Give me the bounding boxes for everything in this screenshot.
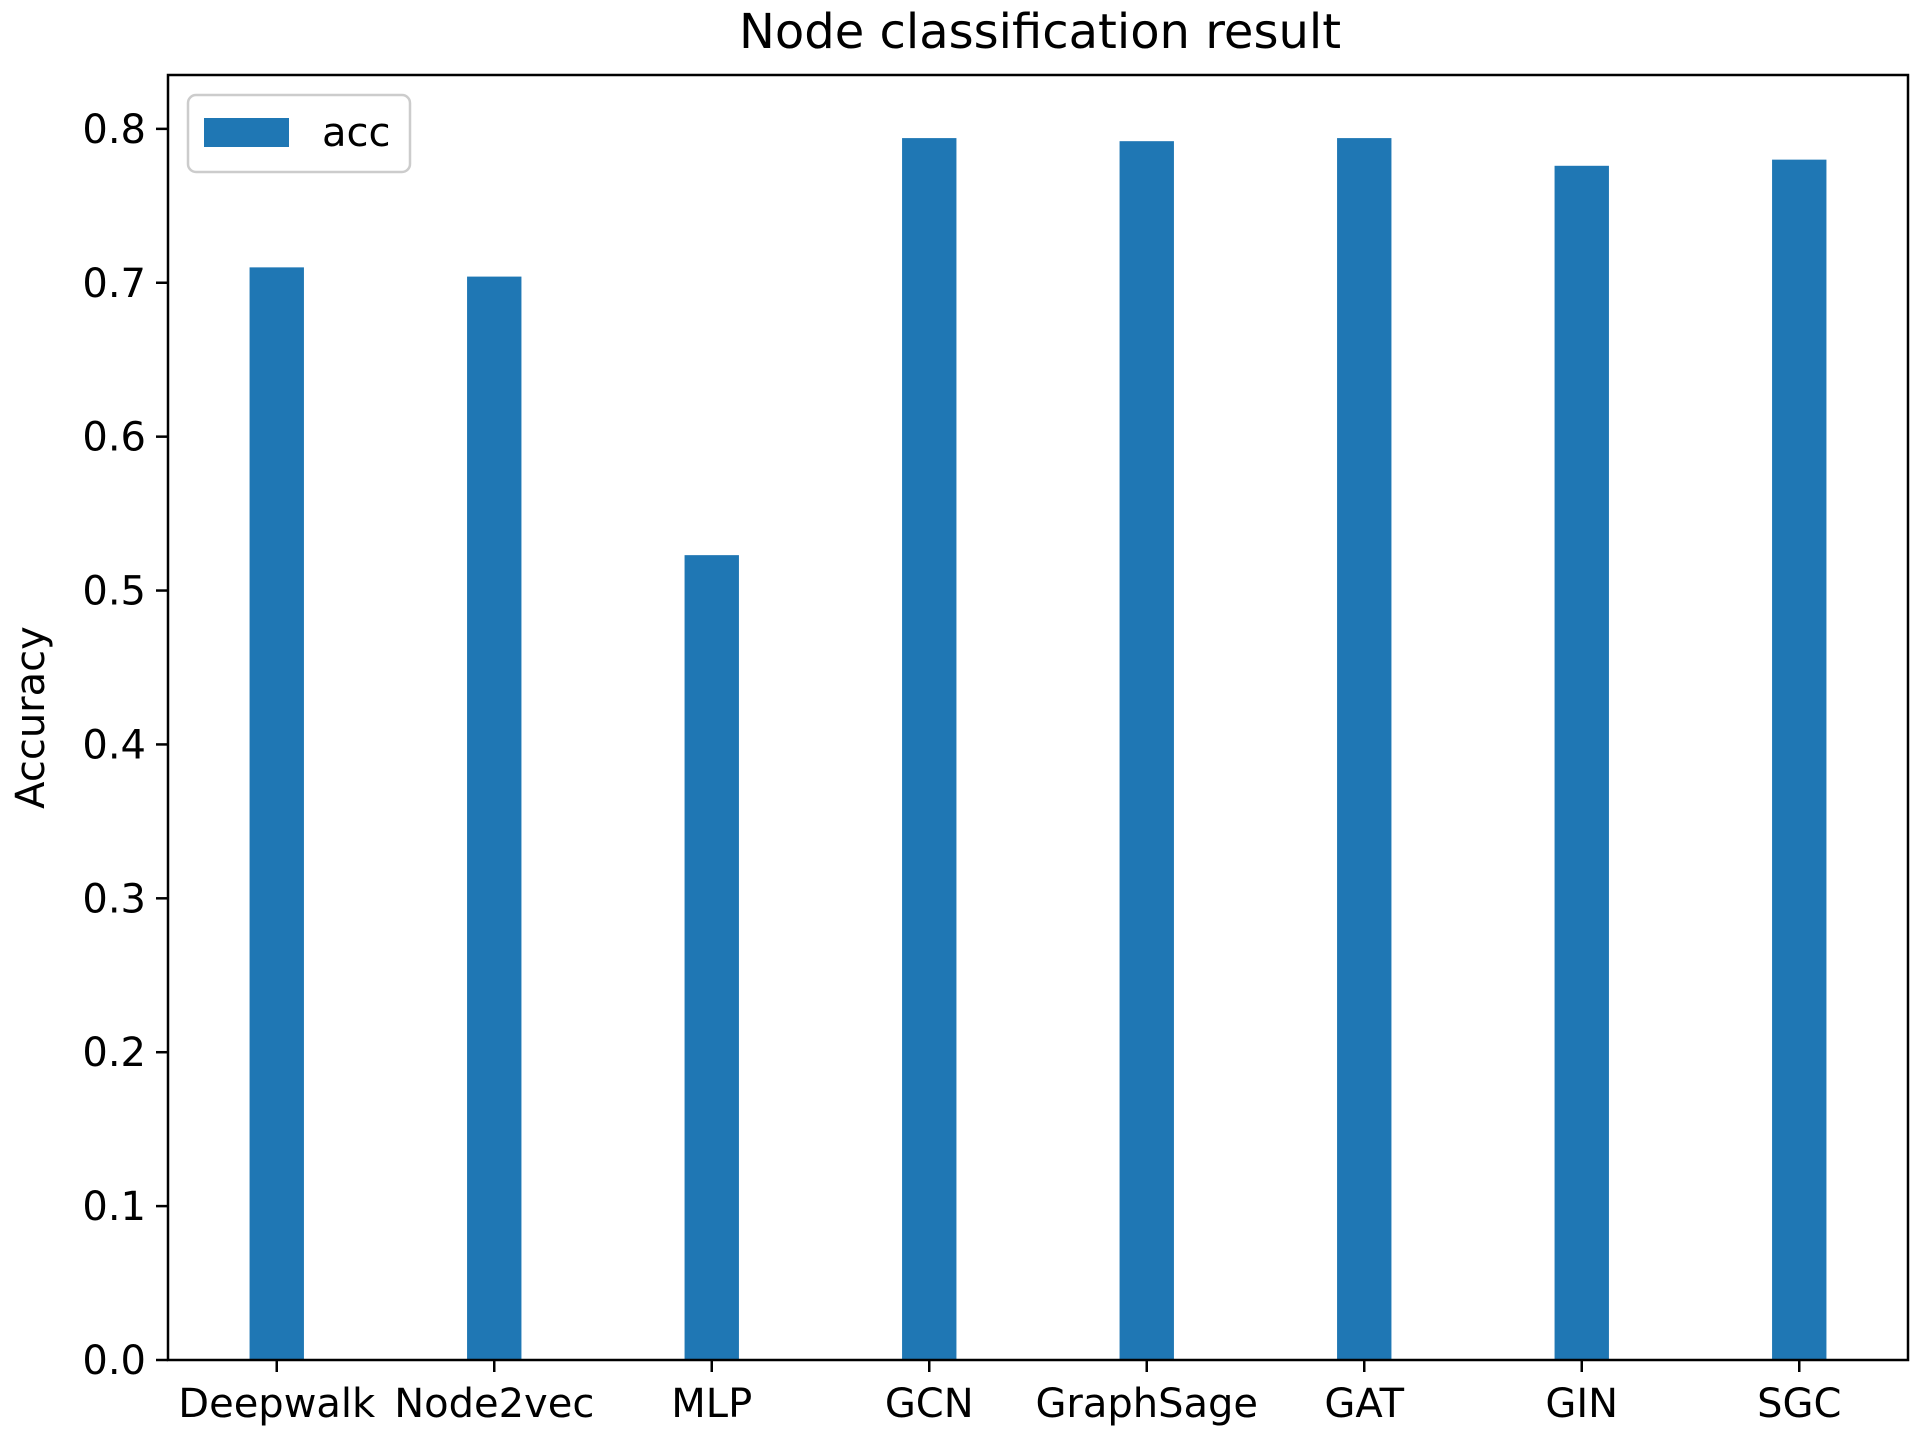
bar-graphsage — [1119, 141, 1174, 1361]
legend-frame — [186, 93, 412, 174]
x-tick-label: GIN — [1545, 1381, 1618, 1427]
bar-deepwalk — [249, 267, 304, 1361]
chart-title: Node classification result — [739, 4, 1341, 60]
bar-gcn — [902, 138, 957, 1360]
x-tick-label: Node2vec — [394, 1381, 594, 1427]
bar-node2vec — [467, 276, 522, 1360]
legend-label-acc: acc — [322, 110, 391, 156]
x-tick-label: GCN — [885, 1381, 974, 1427]
x-tick-label: GraphSage — [1035, 1381, 1258, 1427]
axes-frame — [166, 73, 1910, 1362]
y-tick-label: 0.6 — [82, 415, 146, 461]
y-tick-label: 0.4 — [82, 722, 146, 768]
y-tick-label: 0.7 — [82, 261, 146, 307]
bar-gin — [1554, 165, 1609, 1361]
bar-mlp — [684, 555, 739, 1360]
y-tick-label: 0.1 — [82, 1184, 146, 1230]
plot-area: 0.0 0.1 0.2 0.3 0.4 0.5 0.6 0.7 0.8 Deepwalk Node2… — [82, 73, 1910, 1427]
bar-sgc — [1772, 159, 1827, 1360]
y-tick-label: 0.8 — [82, 107, 146, 153]
legend-swatch — [204, 118, 289, 147]
x-tick-label: GAT — [1324, 1381, 1404, 1427]
y-tick-label: 0.3 — [82, 876, 146, 922]
y-tick-label: 0.0 — [82, 1338, 146, 1384]
y-axis-title: Accuracy — [8, 626, 54, 809]
x-tick-label: SGC — [1757, 1381, 1841, 1427]
bar-gat — [1337, 138, 1392, 1360]
x-tick-label: MLP — [671, 1381, 752, 1427]
y-tick-label: 0.5 — [82, 569, 146, 615]
y-tick-label: 0.2 — [82, 1030, 146, 1076]
legend: acc — [186, 93, 412, 174]
x-tick-label: Deepwalk — [178, 1381, 376, 1427]
